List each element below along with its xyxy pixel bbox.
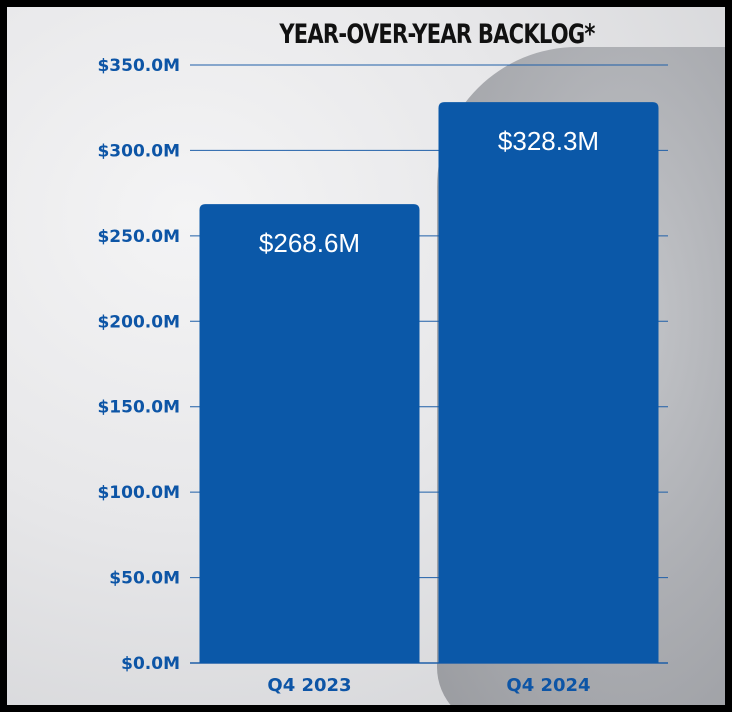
y-tick-label: $100.0M	[97, 483, 180, 503]
data-label: $268.6M	[259, 228, 360, 258]
y-tick-label: $350.0M	[97, 56, 180, 76]
y-tick-label: $150.0M	[97, 398, 180, 418]
bars: $268.6M $328.3M	[199, 102, 659, 664]
chart-title: YEAR-OVER-YEAR BACKLOG*	[279, 19, 595, 50]
y-tick-label: $0.0M	[121, 654, 180, 674]
bar-q4-2023	[199, 204, 420, 664]
y-tick-label: $300.0M	[97, 141, 180, 161]
y-tick-label: $250.0M	[97, 227, 180, 247]
x-tick-label: Q4 2023	[267, 675, 351, 696]
y-axis-ticks: $0.0M $50.0M $100.0M $150.0M $200.0M $250.0M $…	[97, 56, 180, 674]
y-tick-label: $200.0M	[97, 312, 180, 332]
bar-q4-2024	[438, 102, 659, 664]
data-label: $328.3M	[498, 126, 599, 156]
x-tick-label: Q4 2024	[506, 675, 590, 696]
y-tick-label: $50.0M	[109, 569, 180, 589]
x-axis-ticks: Q4 2023 Q4 2024	[267, 675, 590, 696]
